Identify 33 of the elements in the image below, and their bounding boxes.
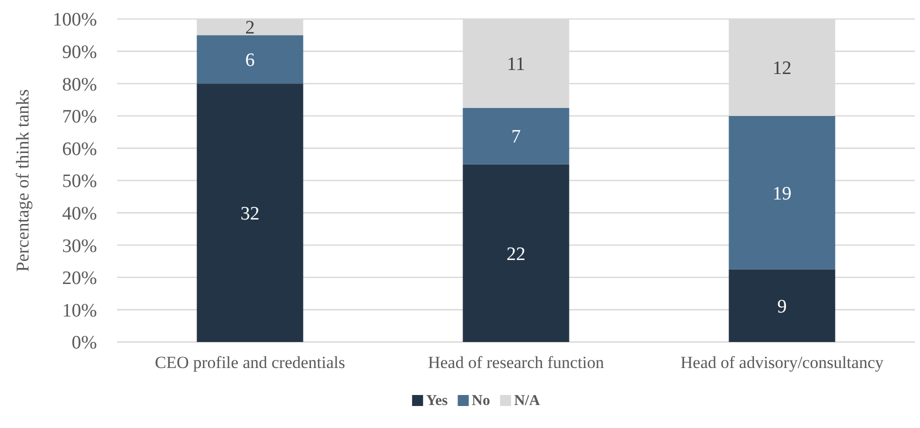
y-tick-label: 10% (62, 300, 98, 322)
bar (462, 164, 570, 342)
legend-label: No (472, 393, 490, 409)
y-tick-label: 40% (62, 203, 98, 224)
y-tick-label: 60% (62, 138, 98, 160)
x-tick-label: Head of advisory/consultancy (680, 353, 884, 372)
y-tick-label: 100% (52, 10, 98, 31)
bar (728, 116, 836, 270)
y-tick-label: 90% (62, 42, 98, 63)
y-tick-label: 70% (62, 106, 98, 128)
annotation: 9 (777, 296, 787, 318)
y-tick-label: 50% (62, 171, 98, 192)
y-tick-label: 30% (62, 236, 98, 257)
bar (196, 84, 304, 342)
annotation: 12 (772, 58, 792, 80)
bar (462, 108, 570, 164)
bar (196, 35, 304, 84)
x-tick-label: Head of research function (428, 353, 605, 372)
y-axis-title: Percentage of think tanks (12, 89, 32, 272)
y-tick-label: 20% (62, 268, 98, 290)
annotation: 7 (511, 126, 521, 148)
annotation: 22 (506, 244, 526, 265)
annotation: 32 (240, 203, 260, 224)
legend-label: N/A (514, 393, 540, 409)
annotation: 11 (506, 54, 526, 76)
y-tick-label: 80% (62, 74, 98, 96)
annotation: 19 (772, 183, 792, 204)
annotation: 6 (245, 50, 255, 72)
y-tick-label: 0% (72, 332, 98, 354)
legend-label: Yes (426, 393, 448, 409)
bar (728, 269, 836, 342)
annotation: 2 (245, 18, 255, 39)
x-tick-label: CEO profile and credentials (154, 353, 346, 372)
